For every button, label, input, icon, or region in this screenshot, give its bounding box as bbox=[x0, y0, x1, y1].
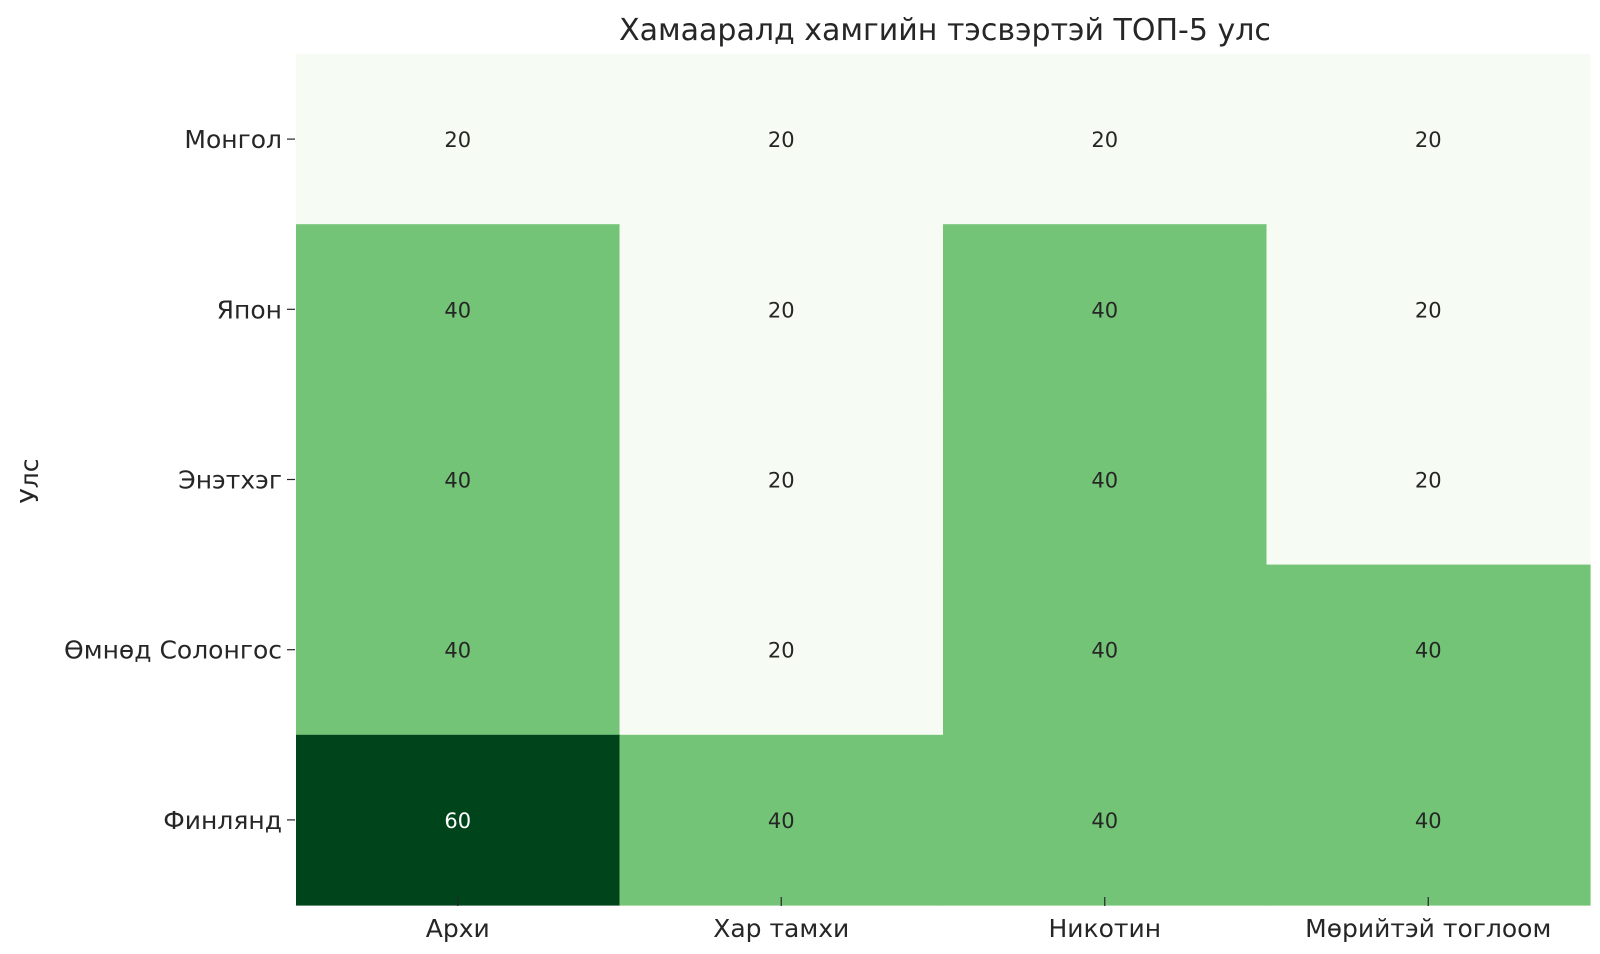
cell-value-label: 40 bbox=[1091, 469, 1118, 493]
cell-value-label: 40 bbox=[768, 809, 795, 833]
heatmap-cell bbox=[1266, 564, 1591, 736]
cell-value-label: 60 bbox=[444, 809, 471, 833]
heatmap-cell bbox=[943, 394, 1268, 566]
cell-value-label: 20 bbox=[1415, 298, 1442, 322]
y-tick-label: Өмнөд Солонгос bbox=[64, 636, 282, 665]
cell-value-label: 20 bbox=[768, 298, 795, 322]
cell-value-label: 20 bbox=[768, 128, 795, 152]
cell-value-label: 20 bbox=[1415, 469, 1442, 493]
x-tick-label: Хар тамхи bbox=[713, 914, 849, 943]
cell-value-label: 20 bbox=[768, 639, 795, 663]
heatmap-cell bbox=[943, 224, 1268, 395]
heatmap-cell bbox=[296, 224, 621, 395]
heatmap-cell bbox=[943, 734, 1268, 906]
heatmap-cell bbox=[619, 734, 944, 906]
x-tick-label: Мөрийтэй тоглоом bbox=[1305, 914, 1551, 943]
heatmap-cell bbox=[1266, 54, 1591, 225]
heatmap-cell bbox=[296, 564, 621, 736]
cell-value-label: 40 bbox=[1415, 639, 1442, 663]
heatmap-cell bbox=[943, 54, 1268, 225]
cell-value-label: 40 bbox=[444, 639, 471, 663]
cell-value-label: 20 bbox=[1091, 128, 1118, 152]
heatmap-cell bbox=[619, 224, 944, 395]
cell-value-label: 40 bbox=[444, 469, 471, 493]
y-tick-label: Финлянд bbox=[163, 806, 282, 835]
heatmap-cell bbox=[1266, 394, 1591, 566]
heatmap-cell bbox=[296, 54, 621, 225]
heatmap-cell bbox=[1266, 224, 1591, 395]
cell-value-label: 40 bbox=[1091, 639, 1118, 663]
chart-title: Хамааралд хамгийн тэсвэртэй ТОП-5 улс bbox=[619, 13, 1271, 48]
x-axis-ticks: Архи Хар тамхи Никотин Мөрийтэй тоглоом bbox=[426, 897, 1551, 943]
heatmap-cell bbox=[619, 564, 944, 736]
cell-value-label: 40 bbox=[1415, 809, 1442, 833]
y-axis-label: Улс bbox=[15, 459, 44, 504]
cell-value-label: 40 bbox=[1091, 809, 1118, 833]
y-tick-label: Япон bbox=[217, 295, 282, 324]
x-tick-label: Никотин bbox=[1048, 914, 1161, 943]
cell-value-label: 20 bbox=[1415, 128, 1442, 152]
heatmap-cell bbox=[1266, 734, 1591, 906]
cell-value-label: 20 bbox=[768, 469, 795, 493]
heatmap-cell-labels: 20 20 20 20 40 20 40 20 40 20 40 20 40 20 40 40 60 40 40 40 bbox=[444, 128, 1441, 833]
y-tick-label: Монгол bbox=[184, 125, 282, 154]
heatmap-cell bbox=[619, 54, 944, 225]
heatmap-cell bbox=[943, 564, 1268, 736]
y-tick-label: Энэтхэг bbox=[178, 466, 282, 495]
cell-value-label: 40 bbox=[444, 298, 471, 322]
heatmap-cell bbox=[619, 394, 944, 566]
y-axis-ticks: Монгол Япон Энэтхэг Өмнөд Солонгос Финлянд bbox=[64, 125, 295, 835]
heatmap-cells bbox=[296, 54, 1591, 906]
cell-value-label: 40 bbox=[1091, 298, 1118, 322]
x-tick-label: Архи bbox=[426, 914, 490, 943]
heatmap-cell bbox=[296, 734, 621, 906]
heatmap-cell bbox=[296, 394, 621, 566]
cell-value-label: 20 bbox=[444, 128, 471, 152]
